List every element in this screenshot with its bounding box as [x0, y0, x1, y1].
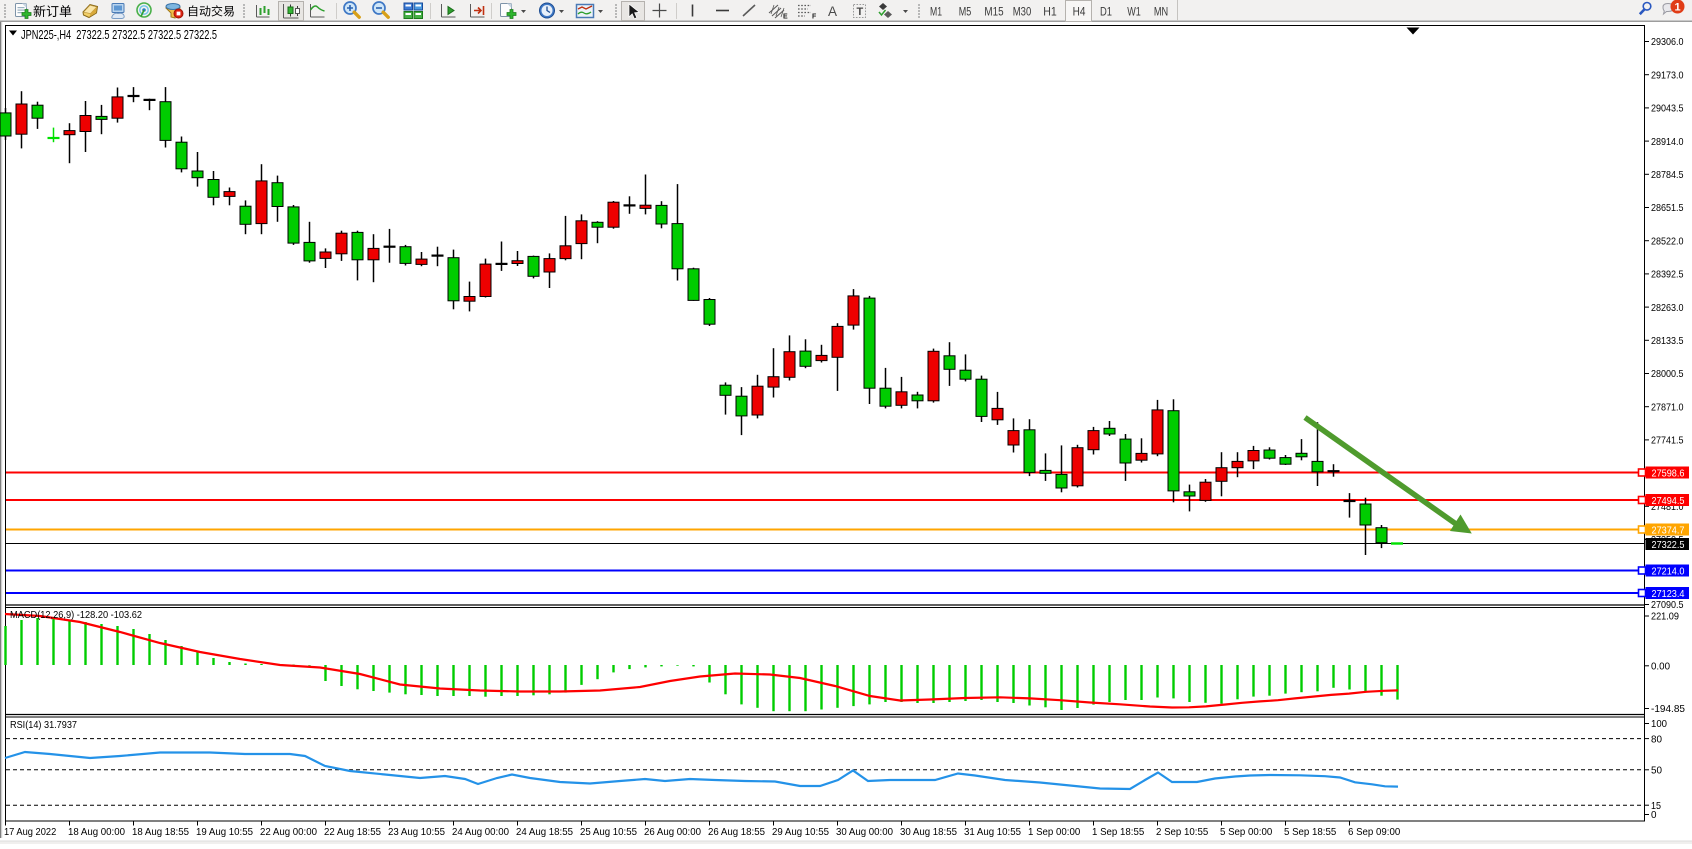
svg-text:27598.6: 27598.6	[1652, 468, 1685, 480]
svg-text:T: T	[857, 6, 864, 18]
svg-text:18 Aug 18:55: 18 Aug 18:55	[132, 826, 189, 838]
svg-text:27123.4: 27123.4	[1652, 588, 1685, 600]
svg-text:27494.5: 27494.5	[1652, 495, 1685, 507]
svg-text:28784.5: 28784.5	[1651, 169, 1684, 181]
svg-text:0: 0	[1651, 809, 1657, 821]
svg-text:100: 100	[1651, 718, 1667, 730]
svg-text:27090.5: 27090.5	[1651, 599, 1684, 611]
svg-text:22 Aug 00:00: 22 Aug 00:00	[260, 826, 317, 838]
svg-text:28392.5: 28392.5	[1651, 269, 1684, 281]
svg-text:1: 1	[1674, 2, 1680, 14]
svg-text:30 Aug 18:55: 30 Aug 18:55	[900, 826, 957, 838]
svg-text:0.00: 0.00	[1651, 661, 1670, 673]
svg-text:MACD(12,26,9) -128.20 -103.62: MACD(12,26,9) -128.20 -103.62	[10, 609, 142, 621]
svg-text:27741.5: 27741.5	[1651, 435, 1684, 447]
svg-text:H4: H4	[1073, 5, 1086, 19]
svg-text:M30: M30	[1013, 5, 1032, 19]
svg-text:W1: W1	[1127, 5, 1141, 19]
svg-text:28522.0: 28522.0	[1651, 235, 1684, 247]
svg-text:50: 50	[1651, 765, 1662, 777]
svg-text:A: A	[828, 4, 837, 19]
svg-text:E: E	[783, 14, 788, 21]
svg-text:15: 15	[1651, 800, 1661, 812]
svg-text:22 Aug 18:55: 22 Aug 18:55	[324, 826, 381, 838]
svg-text:28133.5: 28133.5	[1651, 335, 1684, 347]
svg-text:26 Aug 00:00: 26 Aug 00:00	[644, 826, 701, 838]
svg-text:D1: D1	[1100, 5, 1112, 19]
svg-text:-194.85: -194.85	[1651, 703, 1685, 715]
svg-text:25 Aug 10:55: 25 Aug 10:55	[580, 826, 637, 838]
svg-text:1 Sep 00:00: 1 Sep 00:00	[1028, 826, 1080, 838]
svg-text:RSI(14) 31.7937: RSI(14) 31.7937	[10, 719, 77, 731]
svg-text:27322.5: 27322.5	[1652, 539, 1685, 551]
svg-text:6 Sep 09:00: 6 Sep 09:00	[1348, 826, 1400, 838]
svg-text:24 Aug 00:00: 24 Aug 00:00	[452, 826, 509, 838]
svg-text:28263.0: 28263.0	[1651, 302, 1684, 314]
svg-text:28914.0: 28914.0	[1651, 136, 1684, 148]
svg-text:M15: M15	[984, 5, 1003, 19]
svg-text:29173.0: 29173.0	[1651, 69, 1684, 81]
svg-text:19 Aug 10:55: 19 Aug 10:55	[196, 826, 253, 838]
svg-text:29043.5: 29043.5	[1651, 103, 1684, 115]
svg-text:JPN225-,H4 27322.5 27322.5 27: JPN225-,H4 27322.5 27322.5 27322.5 27322…	[21, 28, 217, 42]
svg-text:29306.0: 29306.0	[1651, 36, 1684, 48]
svg-text:5 Sep 00:00: 5 Sep 00:00	[1220, 826, 1272, 838]
svg-text:18 Aug 00:00: 18 Aug 00:00	[68, 826, 125, 838]
svg-text:17 Aug 2022: 17 Aug 2022	[4, 826, 56, 838]
svg-text:F: F	[812, 14, 817, 21]
svg-text:24 Aug 18:55: 24 Aug 18:55	[516, 826, 573, 838]
svg-text:31 Aug 10:55: 31 Aug 10:55	[964, 826, 1021, 838]
svg-text:1 Sep 18:55: 1 Sep 18:55	[1092, 826, 1144, 838]
svg-text:29 Aug 10:55: 29 Aug 10:55	[772, 826, 829, 838]
svg-text:M5: M5	[959, 5, 972, 19]
svg-text:5 Sep 18:55: 5 Sep 18:55	[1284, 826, 1336, 838]
svg-text:2 Sep 10:55: 2 Sep 10:55	[1156, 826, 1208, 838]
svg-text:28000.5: 28000.5	[1651, 368, 1684, 380]
svg-text:28651.5: 28651.5	[1651, 202, 1684, 214]
svg-text:M1: M1	[930, 5, 942, 19]
svg-text:27214.0: 27214.0	[1652, 566, 1685, 578]
svg-text:30 Aug 00:00: 30 Aug 00:00	[836, 826, 893, 838]
svg-text:26 Aug 18:55: 26 Aug 18:55	[708, 826, 765, 838]
svg-text:H1: H1	[1043, 5, 1057, 19]
svg-text:27374.7: 27374.7	[1652, 525, 1685, 537]
svg-text:MN: MN	[1154, 5, 1168, 19]
svg-text:80: 80	[1651, 733, 1662, 745]
svg-text:27871.0: 27871.0	[1651, 401, 1684, 413]
svg-text:23 Aug 10:55: 23 Aug 10:55	[388, 826, 445, 838]
svg-text:221.09: 221.09	[1651, 611, 1679, 623]
